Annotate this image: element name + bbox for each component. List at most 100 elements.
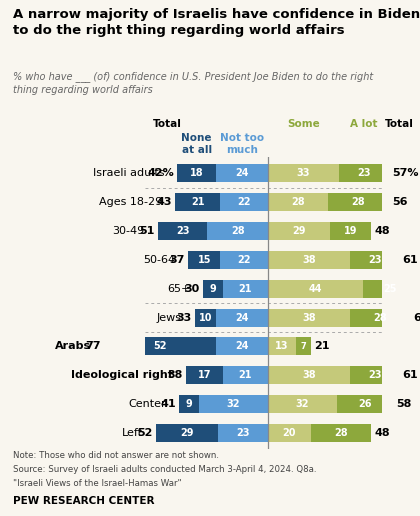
Text: 48: 48 — [375, 226, 390, 236]
Bar — [216, 337, 268, 356]
Text: Center: Center — [129, 399, 166, 409]
Text: 51: 51 — [139, 226, 155, 236]
Text: 23: 23 — [357, 168, 370, 178]
Text: 43: 43 — [156, 197, 172, 207]
Bar — [350, 251, 399, 269]
Text: 10: 10 — [199, 313, 212, 322]
Text: 23: 23 — [236, 428, 250, 438]
Bar — [216, 164, 268, 182]
Text: 22: 22 — [237, 197, 251, 207]
Text: 33: 33 — [176, 313, 191, 322]
Bar — [216, 309, 268, 327]
Text: 26: 26 — [358, 399, 372, 409]
Text: 66: 66 — [413, 313, 420, 322]
Text: 28: 28 — [352, 197, 365, 207]
Text: 24: 24 — [235, 342, 249, 351]
Bar — [104, 337, 216, 356]
Text: Total: Total — [153, 119, 182, 129]
Text: 38: 38 — [167, 370, 183, 380]
Bar — [311, 424, 371, 442]
Bar — [350, 309, 410, 327]
Text: 15: 15 — [197, 255, 211, 265]
Text: Jews: Jews — [157, 313, 181, 322]
Text: 44: 44 — [309, 284, 322, 294]
Text: 23: 23 — [176, 226, 189, 236]
Text: A narrow majority of Israelis have confidence in Biden
to do the right thing reg: A narrow majority of Israelis have confi… — [13, 8, 420, 37]
Text: PEW RESEARCH CENTER: PEW RESEARCH CENTER — [13, 496, 154, 506]
Text: 48: 48 — [375, 428, 390, 438]
Bar — [223, 366, 268, 384]
Text: 52: 52 — [153, 342, 167, 351]
Bar — [268, 222, 331, 240]
Bar — [158, 222, 207, 240]
Text: Not too
much: Not too much — [220, 133, 264, 155]
Text: 32: 32 — [227, 399, 240, 409]
Text: 30: 30 — [185, 284, 200, 294]
Text: 29: 29 — [180, 428, 194, 438]
Text: 28: 28 — [291, 197, 305, 207]
Text: 28: 28 — [334, 428, 348, 438]
Text: Left: Left — [122, 428, 143, 438]
Text: 41: 41 — [160, 399, 176, 409]
Text: 7: 7 — [301, 342, 306, 351]
Bar — [350, 366, 399, 384]
Bar — [268, 424, 311, 442]
Bar — [268, 164, 339, 182]
Text: 21: 21 — [191, 197, 205, 207]
Text: % who have ___ (of) confidence in U.S. President Joe Biden to do the right
thing: % who have ___ (of) confidence in U.S. P… — [13, 71, 373, 94]
Bar — [218, 424, 268, 442]
Text: Arabs: Arabs — [55, 342, 91, 351]
Bar — [331, 222, 371, 240]
Text: 50-64: 50-64 — [143, 255, 175, 265]
Text: 52: 52 — [137, 428, 152, 438]
Text: 13: 13 — [275, 342, 289, 351]
Text: 30-49: 30-49 — [113, 226, 145, 236]
Text: "Israeli Views of the Israel-Hamas War": "Israeli Views of the Israel-Hamas War" — [13, 479, 181, 488]
Bar — [223, 280, 268, 298]
Text: 9: 9 — [186, 399, 192, 409]
Text: 58: 58 — [396, 399, 412, 409]
Text: 77: 77 — [85, 342, 101, 351]
Text: 20: 20 — [283, 428, 296, 438]
Bar — [268, 395, 337, 413]
Text: 9: 9 — [210, 284, 216, 294]
Text: 37: 37 — [169, 255, 185, 265]
Text: 32: 32 — [296, 399, 309, 409]
Bar — [156, 424, 218, 442]
Bar — [363, 280, 417, 298]
Text: 57%: 57% — [392, 168, 418, 178]
Bar — [268, 280, 363, 298]
Text: 42%: 42% — [147, 168, 174, 178]
Bar — [337, 395, 393, 413]
Bar — [296, 337, 311, 356]
Bar — [186, 366, 223, 384]
Text: 17: 17 — [197, 370, 211, 380]
Text: 22: 22 — [237, 255, 251, 265]
Text: 61: 61 — [403, 370, 418, 380]
Text: 21: 21 — [314, 342, 330, 351]
Text: 38: 38 — [302, 313, 316, 322]
Text: 21: 21 — [239, 284, 252, 294]
Text: Source: Survey of Israeli adults conducted March 3-April 4, 2024. Q8a.: Source: Survey of Israeli adults conduct… — [13, 465, 316, 474]
Bar — [207, 222, 268, 240]
Text: 65+: 65+ — [167, 284, 190, 294]
Text: 24: 24 — [235, 313, 249, 322]
Bar — [268, 251, 350, 269]
Bar — [220, 193, 268, 211]
Text: 38: 38 — [302, 255, 316, 265]
Bar — [339, 164, 388, 182]
Bar — [179, 395, 199, 413]
Text: 56: 56 — [392, 197, 407, 207]
Bar — [177, 164, 216, 182]
Text: 33: 33 — [297, 168, 310, 178]
Text: 25: 25 — [383, 284, 396, 294]
Bar — [220, 251, 268, 269]
Text: 28: 28 — [373, 313, 387, 322]
Bar — [194, 309, 216, 327]
Bar — [175, 193, 220, 211]
Text: Total: Total — [385, 119, 414, 129]
Text: 24: 24 — [235, 168, 249, 178]
Bar — [268, 366, 350, 384]
Text: Some: Some — [287, 119, 320, 129]
Text: A lot: A lot — [350, 119, 378, 129]
